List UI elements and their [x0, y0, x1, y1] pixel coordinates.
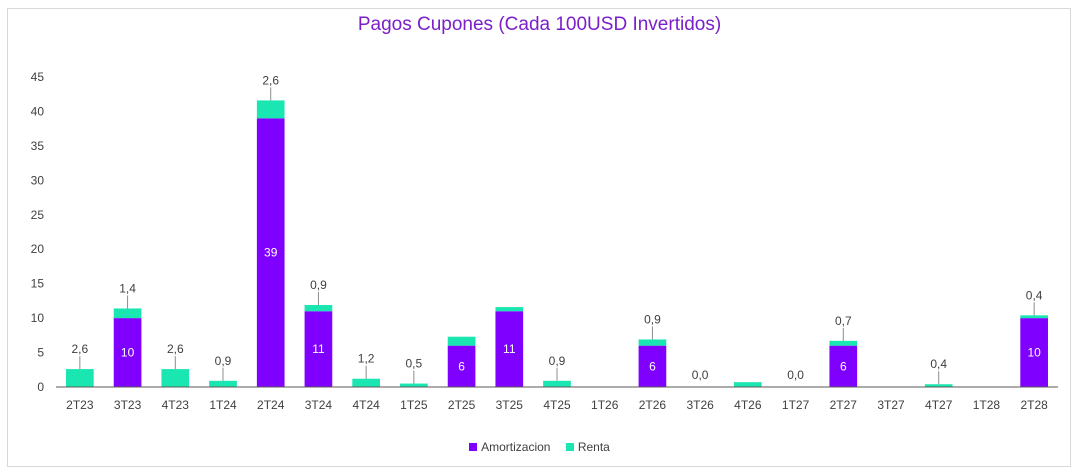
- bar-renta-2T25: [447, 336, 476, 346]
- y-tick-label: 30: [31, 173, 45, 187]
- legend-label-renta: Renta: [577, 440, 610, 454]
- x-tick-label: 2T28: [1020, 398, 1048, 412]
- x-tick-label: 3T26: [686, 398, 714, 412]
- x-tick-label: 3T25: [496, 398, 524, 412]
- x-tick-label: 4T25: [543, 398, 571, 412]
- x-tick-label: 1T25: [400, 398, 428, 412]
- data-label-amortizacion: 10: [121, 346, 135, 360]
- bar-amortizacion-2T24: [256, 118, 285, 387]
- x-tick-label: 3T23: [114, 398, 142, 412]
- bar-renta-2T24: [256, 100, 285, 119]
- y-tick-label: 0: [37, 380, 44, 394]
- legend-item-amortizacion: Amortizacion: [469, 440, 550, 454]
- bar-renta-2T26: [638, 339, 667, 346]
- y-tick-label: 10: [31, 311, 45, 325]
- bar-renta-2T27: [829, 340, 858, 346]
- bar-renta-2T28: [1020, 315, 1048, 319]
- data-label-amortizacion: 6: [649, 359, 656, 373]
- data-label-renta: 1,2: [358, 352, 375, 366]
- data-label-renta: 2,6: [167, 342, 184, 356]
- data-label-renta: 0,4: [1026, 288, 1043, 302]
- data-label-renta: 0,7: [835, 314, 852, 328]
- x-tick-label: 4T24: [352, 398, 380, 412]
- bar-renta-2T23: [66, 369, 94, 387]
- data-label-renta: 0,5: [406, 357, 423, 371]
- x-tick-label: 2T24: [257, 398, 285, 412]
- bar-renta-4T27: [924, 384, 953, 387]
- y-tick-label: 25: [31, 208, 45, 222]
- y-tick-label: 40: [31, 104, 45, 118]
- bar-amortizacion-2T27: [829, 345, 858, 387]
- x-tick-label: 4T23: [162, 398, 190, 412]
- chart-title: Pagos Cupones (Cada 100USD Invertidos): [357, 14, 722, 35]
- x-tick-label: 2T26: [639, 398, 667, 412]
- x-tick-label: 2T23: [66, 398, 94, 412]
- x-tick-label: 1T26: [591, 398, 619, 412]
- x-tick-label: 3T27: [877, 398, 905, 412]
- legend-item-renta: Renta: [565, 440, 610, 454]
- x-tick-label: 1T27: [782, 398, 810, 412]
- y-tick-label: 45: [31, 70, 45, 84]
- bar-renta-4T26: [734, 382, 762, 387]
- bar-renta-4T23: [161, 369, 190, 387]
- x-tick-label: 4T27: [925, 398, 953, 412]
- x-tick-label: 1T24: [209, 398, 237, 412]
- data-label-renta: 2,6: [262, 73, 279, 87]
- bar-amortizacion-3T24: [304, 311, 333, 387]
- y-tick-label: 5: [37, 346, 44, 360]
- legend-swatch-renta: [565, 443, 574, 451]
- data-label-renta: 0,9: [215, 354, 232, 368]
- legend-label-amortizacion: Amortizacion: [481, 440, 551, 454]
- data-label-amortizacion: 6: [840, 359, 847, 373]
- x-tick-label: 2T25: [448, 398, 476, 412]
- y-tick-label: 15: [31, 277, 45, 291]
- data-label-renta: 2,6: [72, 342, 89, 356]
- data-label-renta: 0,9: [644, 312, 661, 326]
- y-tick-label: 35: [31, 139, 45, 153]
- data-label-amortizacion: 39: [264, 246, 278, 260]
- bar-renta-4T24: [352, 378, 380, 387]
- chart-frame: [7, 8, 1071, 467]
- data-label-renta: 0,0: [787, 368, 804, 382]
- bar-renta-1T25: [400, 383, 428, 387]
- bar-renta-1T24: [209, 380, 237, 387]
- bar-amortizacion-2T28: [1020, 318, 1048, 387]
- data-label-renta: 0,9: [310, 278, 327, 292]
- data-label-amortizacion: 6: [458, 359, 465, 373]
- data-label-renta: 0,9: [549, 354, 566, 368]
- data-label-amortizacion: 11: [503, 342, 516, 356]
- bar-renta-3T25: [495, 307, 524, 312]
- data-label-renta: 0,0: [692, 368, 709, 382]
- x-tick-label: 4T26: [734, 398, 762, 412]
- legend-swatch-amortizacion: [469, 443, 478, 451]
- data-label-amortizacion: 10: [1027, 346, 1041, 360]
- bar-amortizacion-3T23: [113, 318, 142, 387]
- x-tick-label: 2T27: [830, 398, 858, 412]
- bar-amortizacion-3T25: [495, 311, 524, 387]
- data-label-renta: 0,4: [930, 357, 947, 371]
- x-tick-label: 1T28: [973, 398, 1001, 412]
- bar-renta-3T24: [304, 305, 333, 312]
- bar-amortizacion-2T26: [638, 345, 667, 387]
- bar-renta-4T25: [543, 380, 571, 387]
- y-tick-label: 20: [31, 242, 45, 256]
- bar-amortizacion-2T25: [447, 345, 476, 387]
- data-label-renta: 1,4: [119, 281, 136, 295]
- x-tick-label: 3T24: [305, 398, 333, 412]
- data-label-amortizacion: 11: [312, 342, 325, 356]
- bar-renta-3T23: [113, 308, 142, 319]
- chart-legend: Amortizacion Renta: [0, 440, 1079, 454]
